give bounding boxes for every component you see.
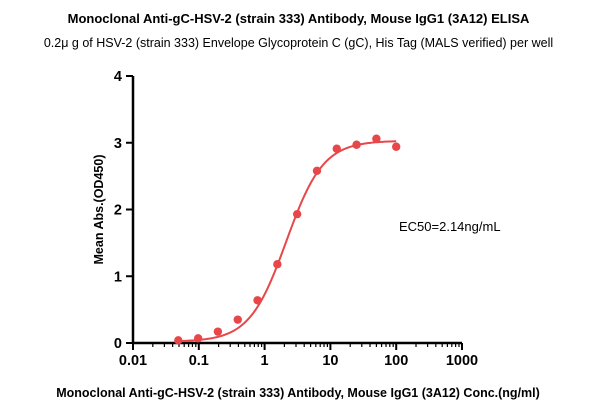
data-point (213, 327, 223, 336)
x-ticks: 0.01 0.1 1 10 100 1000 (119, 343, 478, 369)
data-point (392, 142, 401, 151)
data-point (233, 315, 242, 324)
y-tick-label: 3 (114, 136, 122, 152)
y-tick-label: 1 (114, 269, 122, 285)
data-point (253, 296, 262, 305)
x-tick-label: 0.1 (189, 353, 209, 369)
chart-title: Monoclonal Anti-gC-HSV-2 (strain 333) An… (67, 11, 530, 26)
y-tick-label: 2 (114, 203, 122, 219)
y-tick-label: 0 (114, 336, 122, 352)
data-point (193, 334, 203, 343)
data-point (352, 140, 361, 149)
data-point (292, 209, 302, 219)
data-point (174, 336, 183, 345)
y-axis-label: Mean Abs.(OD450) (92, 155, 106, 265)
ec50-annotation: EC50=2.14ng/mL (399, 219, 501, 234)
y-tick-label: 4 (114, 69, 122, 85)
x-axis-label: Monoclonal Anti-gC-HSV-2 (strain 333) An… (56, 386, 540, 400)
x-tick-label: 0.01 (119, 353, 147, 369)
y-ticks: 0 1 2 3 4 (114, 69, 133, 352)
data-point (372, 134, 381, 143)
x-tick-label: 10 (322, 353, 338, 369)
fit-curve (178, 140, 397, 343)
x-tick-label: 100 (384, 353, 408, 369)
chart-subtitle: 0.2μ g of HSV-2 (strain 333) Envelope Gl… (43, 36, 554, 50)
data-point (332, 144, 341, 153)
data-point (273, 260, 282, 269)
x-tick-label: 1000 (446, 353, 478, 369)
x-tick-label: 1 (261, 353, 269, 369)
data-point (312, 166, 322, 175)
data-points (174, 134, 401, 345)
